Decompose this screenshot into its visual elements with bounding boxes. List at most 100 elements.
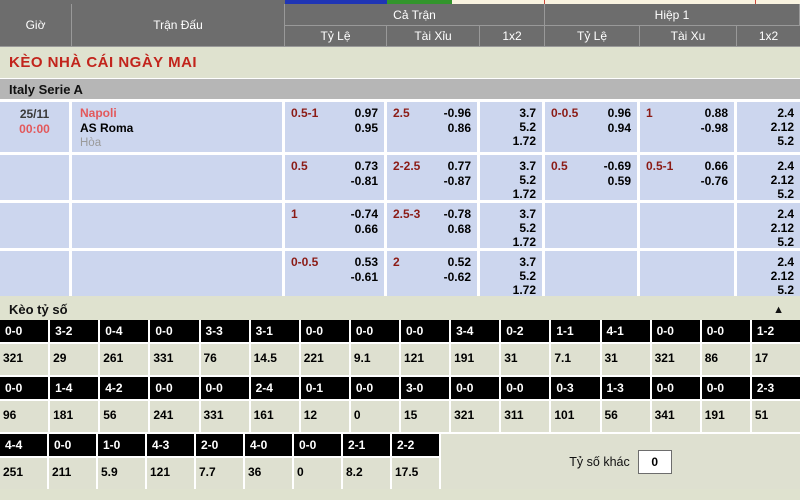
score-label[interactable]: 4-0 xyxy=(245,434,292,456)
score-odds[interactable]: 96 xyxy=(0,401,49,432)
score-odds[interactable]: 15 xyxy=(401,401,450,432)
score-label[interactable]: 0-0 xyxy=(49,434,96,456)
home-team-name[interactable]: Napoli xyxy=(80,106,117,120)
score-odds[interactable]: 261 xyxy=(100,344,149,375)
score-label[interactable]: 0-0 xyxy=(701,377,750,399)
score-odds[interactable]: 36 xyxy=(245,458,292,489)
score-odds[interactable]: 17 xyxy=(751,344,800,375)
h1-handicap-cell[interactable]: 0-0.5 0.96 0.94 xyxy=(545,102,637,152)
score-odds[interactable]: 221 xyxy=(300,344,349,375)
ft-handicap-cell[interactable]: 0.5-1 0.97 0.95 xyxy=(285,102,384,152)
ft-overunder-cell[interactable]: 2.5 -0.96 0.86 xyxy=(387,102,477,152)
score-label[interactable]: 0-0 xyxy=(200,377,249,399)
score-odds[interactable]: 56 xyxy=(601,401,650,432)
score-odds[interactable]: 14.5 xyxy=(250,344,299,375)
score-odds[interactable]: 101 xyxy=(551,401,600,432)
score-odds[interactable]: 331 xyxy=(150,344,199,375)
h1-overunder-cell[interactable]: 0.5-1 0.66 -0.76 xyxy=(640,155,734,200)
score-label[interactable]: 2-1 xyxy=(343,434,390,456)
score-label[interactable]: 0-2 xyxy=(501,320,550,342)
score-label[interactable]: 0-0 xyxy=(0,320,49,342)
h1-overunder-cell[interactable] xyxy=(640,251,734,296)
score-odds[interactable]: 76 xyxy=(200,344,249,375)
score-odds[interactable]: 0 xyxy=(294,458,341,489)
score-label[interactable]: 2-4 xyxy=(250,377,299,399)
ft-overunder-cell[interactable]: 2.5-3 -0.78 0.68 xyxy=(387,203,477,248)
h1-overunder-cell[interactable] xyxy=(640,203,734,248)
score-odds[interactable]: 331 xyxy=(200,401,249,432)
score-label[interactable]: 0-0 xyxy=(150,320,199,342)
score-label[interactable]: 1-2 xyxy=(751,320,800,342)
score-odds[interactable]: 211 xyxy=(49,458,96,489)
score-label[interactable]: 4-4 xyxy=(0,434,47,456)
h1-handicap-cell[interactable]: 0.5 -0.69 0.59 xyxy=(545,155,637,200)
score-label[interactable]: 0-0 xyxy=(300,320,349,342)
score-label[interactable]: 2-3 xyxy=(751,377,800,399)
score-odds[interactable]: 51 xyxy=(751,401,800,432)
score-label[interactable]: 1-3 xyxy=(601,377,650,399)
ft-overunder-cell[interactable]: 2-2.5 0.77 -0.87 xyxy=(387,155,477,200)
ft-1x2-cell[interactable]: 3.7 5.2 1.72 xyxy=(480,203,542,248)
score-label[interactable]: 0-0 xyxy=(150,377,199,399)
score-odds[interactable]: 121 xyxy=(147,458,194,489)
score-odds[interactable]: 56 xyxy=(100,401,149,432)
score-label[interactable]: 0-0 xyxy=(651,320,700,342)
score-label[interactable]: 0-0 xyxy=(501,377,550,399)
score-odds[interactable]: 181 xyxy=(50,401,99,432)
score-label[interactable]: 3-4 xyxy=(451,320,500,342)
score-label[interactable]: 4-1 xyxy=(601,320,650,342)
score-label[interactable]: 1-4 xyxy=(50,377,99,399)
ft-1x2-cell[interactable]: 3.7 5.2 1.72 xyxy=(480,102,542,152)
ft-handicap-cell[interactable]: 0.5 0.73 -0.81 xyxy=(285,155,384,200)
score-label[interactable]: 2-0 xyxy=(196,434,243,456)
ft-handicap-cell[interactable]: 0-0.5 0.53 -0.61 xyxy=(285,251,384,296)
score-label[interactable]: 3-1 xyxy=(250,320,299,342)
score-odds[interactable]: 29 xyxy=(50,344,99,375)
score-odds[interactable]: 9.1 xyxy=(350,344,399,375)
collapse-arrow-icon[interactable]: ▲ xyxy=(773,304,784,316)
score-label[interactable]: 1-0 xyxy=(98,434,145,456)
h1-handicap-cell[interactable] xyxy=(545,203,637,248)
score-odds[interactable]: 161 xyxy=(250,401,299,432)
score-label[interactable]: 0-0 xyxy=(350,377,399,399)
score-label[interactable]: 0-0 xyxy=(0,377,49,399)
ft-1x2-cell[interactable]: 3.7 5.2 1.72 xyxy=(480,251,542,296)
score-odds[interactable]: 31 xyxy=(601,344,650,375)
score-label[interactable]: 2-2 xyxy=(392,434,439,456)
score-odds[interactable]: 311 xyxy=(501,401,550,432)
score-odds[interactable]: 241 xyxy=(150,401,199,432)
score-odds[interactable]: 31 xyxy=(501,344,550,375)
ft-handicap-cell[interactable]: 1 -0.74 0.66 xyxy=(285,203,384,248)
score-label[interactable]: 0-0 xyxy=(294,434,341,456)
score-label[interactable]: 0-0 xyxy=(451,377,500,399)
h1-handicap-cell[interactable] xyxy=(545,251,637,296)
away-team-name[interactable]: AS Roma xyxy=(80,121,134,135)
score-odds[interactable]: 7.1 xyxy=(551,344,600,375)
score-odds[interactable]: 121 xyxy=(401,344,450,375)
score-odds[interactable]: 12 xyxy=(300,401,349,432)
score-label[interactable]: 0-3 xyxy=(551,377,600,399)
score-odds[interactable]: 86 xyxy=(701,344,750,375)
score-label[interactable]: 0-0 xyxy=(701,320,750,342)
score-odds[interactable]: 17.5 xyxy=(392,458,439,489)
score-odds[interactable]: 191 xyxy=(701,401,750,432)
score-odds[interactable]: 8.2 xyxy=(343,458,390,489)
ft-1x2-cell[interactable]: 3.7 5.2 1.72 xyxy=(480,155,542,200)
ft-overunder-cell[interactable]: 2 0.52 -0.62 xyxy=(387,251,477,296)
h1-1x2-cell[interactable]: 2.4 2.12 5.2 xyxy=(737,102,800,152)
h1-1x2-cell[interactable]: 2.4 2.12 5.2 xyxy=(737,203,800,248)
h1-1x2-cell[interactable]: 2.4 2.12 5.2 xyxy=(737,155,800,200)
score-label[interactable]: 4-2 xyxy=(100,377,149,399)
score-label[interactable]: 3-3 xyxy=(200,320,249,342)
score-odds[interactable]: 0 xyxy=(350,401,399,432)
score-odds[interactable]: 7.7 xyxy=(196,458,243,489)
score-label[interactable]: 4-3 xyxy=(147,434,194,456)
score-odds[interactable]: 191 xyxy=(451,344,500,375)
score-label[interactable]: 0-0 xyxy=(401,320,450,342)
score-label[interactable]: 0-4 xyxy=(100,320,149,342)
score-odds[interactable]: 321 xyxy=(651,344,700,375)
score-odds[interactable]: 251 xyxy=(0,458,47,489)
score-odds[interactable]: 321 xyxy=(451,401,500,432)
h1-overunder-cell[interactable]: 1 0.88 -0.98 xyxy=(640,102,734,152)
score-label[interactable]: 1-1 xyxy=(551,320,600,342)
